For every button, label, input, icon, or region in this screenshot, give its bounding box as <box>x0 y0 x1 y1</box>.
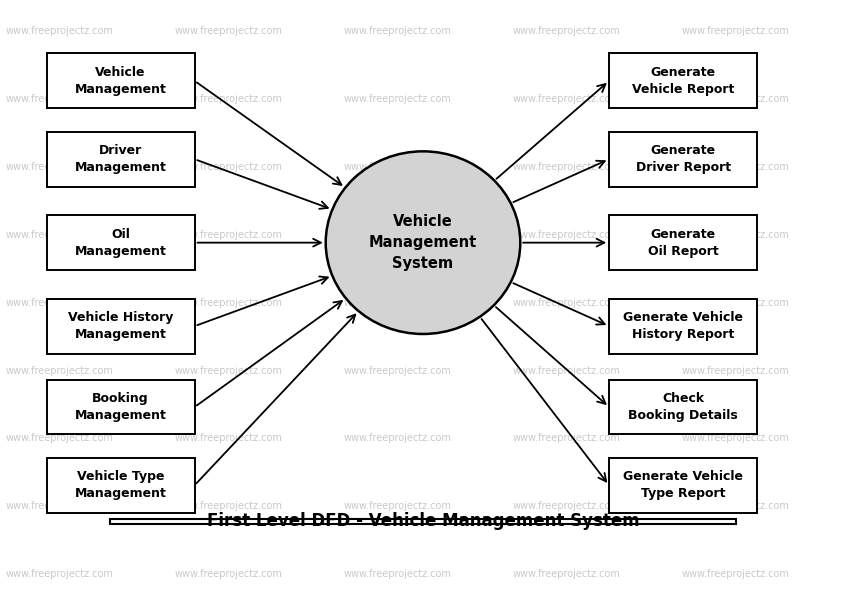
Bar <box>47 458 195 513</box>
Text: www.freeprojectz.com: www.freeprojectz.com <box>513 298 621 308</box>
Bar <box>609 215 757 270</box>
Bar <box>609 380 757 435</box>
Text: www.freeprojectz.com: www.freeprojectz.com <box>5 501 113 511</box>
Text: www.freeprojectz.com: www.freeprojectz.com <box>343 26 452 36</box>
Text: Generate
Driver Report: Generate Driver Report <box>635 144 731 174</box>
Text: www.freeprojectz.com: www.freeprojectz.com <box>513 162 621 172</box>
Text: www.freeprojectz.com: www.freeprojectz.com <box>174 501 283 511</box>
Text: www.freeprojectz.com: www.freeprojectz.com <box>513 26 621 36</box>
Text: www.freeprojectz.com: www.freeprojectz.com <box>174 94 283 104</box>
Text: www.freeprojectz.com: www.freeprojectz.com <box>513 365 621 375</box>
Text: Vehicle Type
Management: Vehicle Type Management <box>74 470 167 500</box>
Text: www.freeprojectz.com: www.freeprojectz.com <box>343 298 452 308</box>
Text: www.freeprojectz.com: www.freeprojectz.com <box>682 26 790 36</box>
Bar <box>47 299 195 353</box>
Text: www.freeprojectz.com: www.freeprojectz.com <box>174 162 283 172</box>
Text: www.freeprojectz.com: www.freeprojectz.com <box>174 365 283 375</box>
Text: www.freeprojectz.com: www.freeprojectz.com <box>5 298 113 308</box>
Text: www.freeprojectz.com: www.freeprojectz.com <box>174 26 283 36</box>
Text: www.freeprojectz.com: www.freeprojectz.com <box>5 94 113 104</box>
Text: www.freeprojectz.com: www.freeprojectz.com <box>343 433 452 444</box>
Text: www.freeprojectz.com: www.freeprojectz.com <box>682 230 790 240</box>
Text: Oil
Management: Oil Management <box>74 228 167 257</box>
Text: Generate Vehicle
History Report: Generate Vehicle History Report <box>624 311 743 341</box>
Text: www.freeprojectz.com: www.freeprojectz.com <box>343 230 452 240</box>
Text: Vehicle
Management: Vehicle Management <box>74 66 167 96</box>
Bar <box>609 53 757 109</box>
Text: Vehicle
Management
System: Vehicle Management System <box>369 214 477 271</box>
Text: www.freeprojectz.com: www.freeprojectz.com <box>174 569 283 579</box>
Text: www.freeprojectz.com: www.freeprojectz.com <box>5 365 113 375</box>
Text: www.freeprojectz.com: www.freeprojectz.com <box>682 365 790 375</box>
Text: www.freeprojectz.com: www.freeprojectz.com <box>682 162 790 172</box>
Ellipse shape <box>326 151 520 334</box>
Text: www.freeprojectz.com: www.freeprojectz.com <box>343 569 452 579</box>
Text: www.freeprojectz.com: www.freeprojectz.com <box>5 433 113 444</box>
Text: www.freeprojectz.com: www.freeprojectz.com <box>513 230 621 240</box>
Text: First Level DFD - Vehicle Management System: First Level DFD - Vehicle Management Sys… <box>206 512 640 530</box>
Bar <box>47 132 195 187</box>
Text: www.freeprojectz.com: www.freeprojectz.com <box>343 501 452 511</box>
Bar <box>609 132 757 187</box>
Text: Generate
Vehicle Report: Generate Vehicle Report <box>632 66 734 96</box>
Text: www.freeprojectz.com: www.freeprojectz.com <box>682 501 790 511</box>
Text: www.freeprojectz.com: www.freeprojectz.com <box>682 298 790 308</box>
Text: www.freeprojectz.com: www.freeprojectz.com <box>513 433 621 444</box>
Text: Check
Booking Details: Check Booking Details <box>629 392 738 422</box>
Text: www.freeprojectz.com: www.freeprojectz.com <box>343 162 452 172</box>
Text: Booking
Management: Booking Management <box>74 392 167 422</box>
Bar <box>609 299 757 353</box>
Text: www.freeprojectz.com: www.freeprojectz.com <box>174 433 283 444</box>
Text: www.freeprojectz.com: www.freeprojectz.com <box>682 433 790 444</box>
Bar <box>47 53 195 109</box>
Text: www.freeprojectz.com: www.freeprojectz.com <box>513 501 621 511</box>
Text: Driver
Management: Driver Management <box>74 144 167 174</box>
Bar <box>47 380 195 435</box>
Text: www.freeprojectz.com: www.freeprojectz.com <box>343 365 452 375</box>
Bar <box>110 519 736 524</box>
Text: www.freeprojectz.com: www.freeprojectz.com <box>5 162 113 172</box>
Text: www.freeprojectz.com: www.freeprojectz.com <box>5 569 113 579</box>
Text: www.freeprojectz.com: www.freeprojectz.com <box>682 569 790 579</box>
Text: www.freeprojectz.com: www.freeprojectz.com <box>343 94 452 104</box>
Text: www.freeprojectz.com: www.freeprojectz.com <box>513 569 621 579</box>
Text: www.freeprojectz.com: www.freeprojectz.com <box>513 94 621 104</box>
Bar <box>609 458 757 513</box>
Text: www.freeprojectz.com: www.freeprojectz.com <box>5 230 113 240</box>
Text: Generate Vehicle
Type Report: Generate Vehicle Type Report <box>624 470 743 500</box>
Text: Generate
Oil Report: Generate Oil Report <box>648 228 718 257</box>
Text: www.freeprojectz.com: www.freeprojectz.com <box>174 230 283 240</box>
Text: www.freeprojectz.com: www.freeprojectz.com <box>5 26 113 36</box>
Bar <box>47 215 195 270</box>
Text: www.freeprojectz.com: www.freeprojectz.com <box>682 94 790 104</box>
Text: www.freeprojectz.com: www.freeprojectz.com <box>174 298 283 308</box>
Text: Vehicle History
Management: Vehicle History Management <box>68 311 173 341</box>
